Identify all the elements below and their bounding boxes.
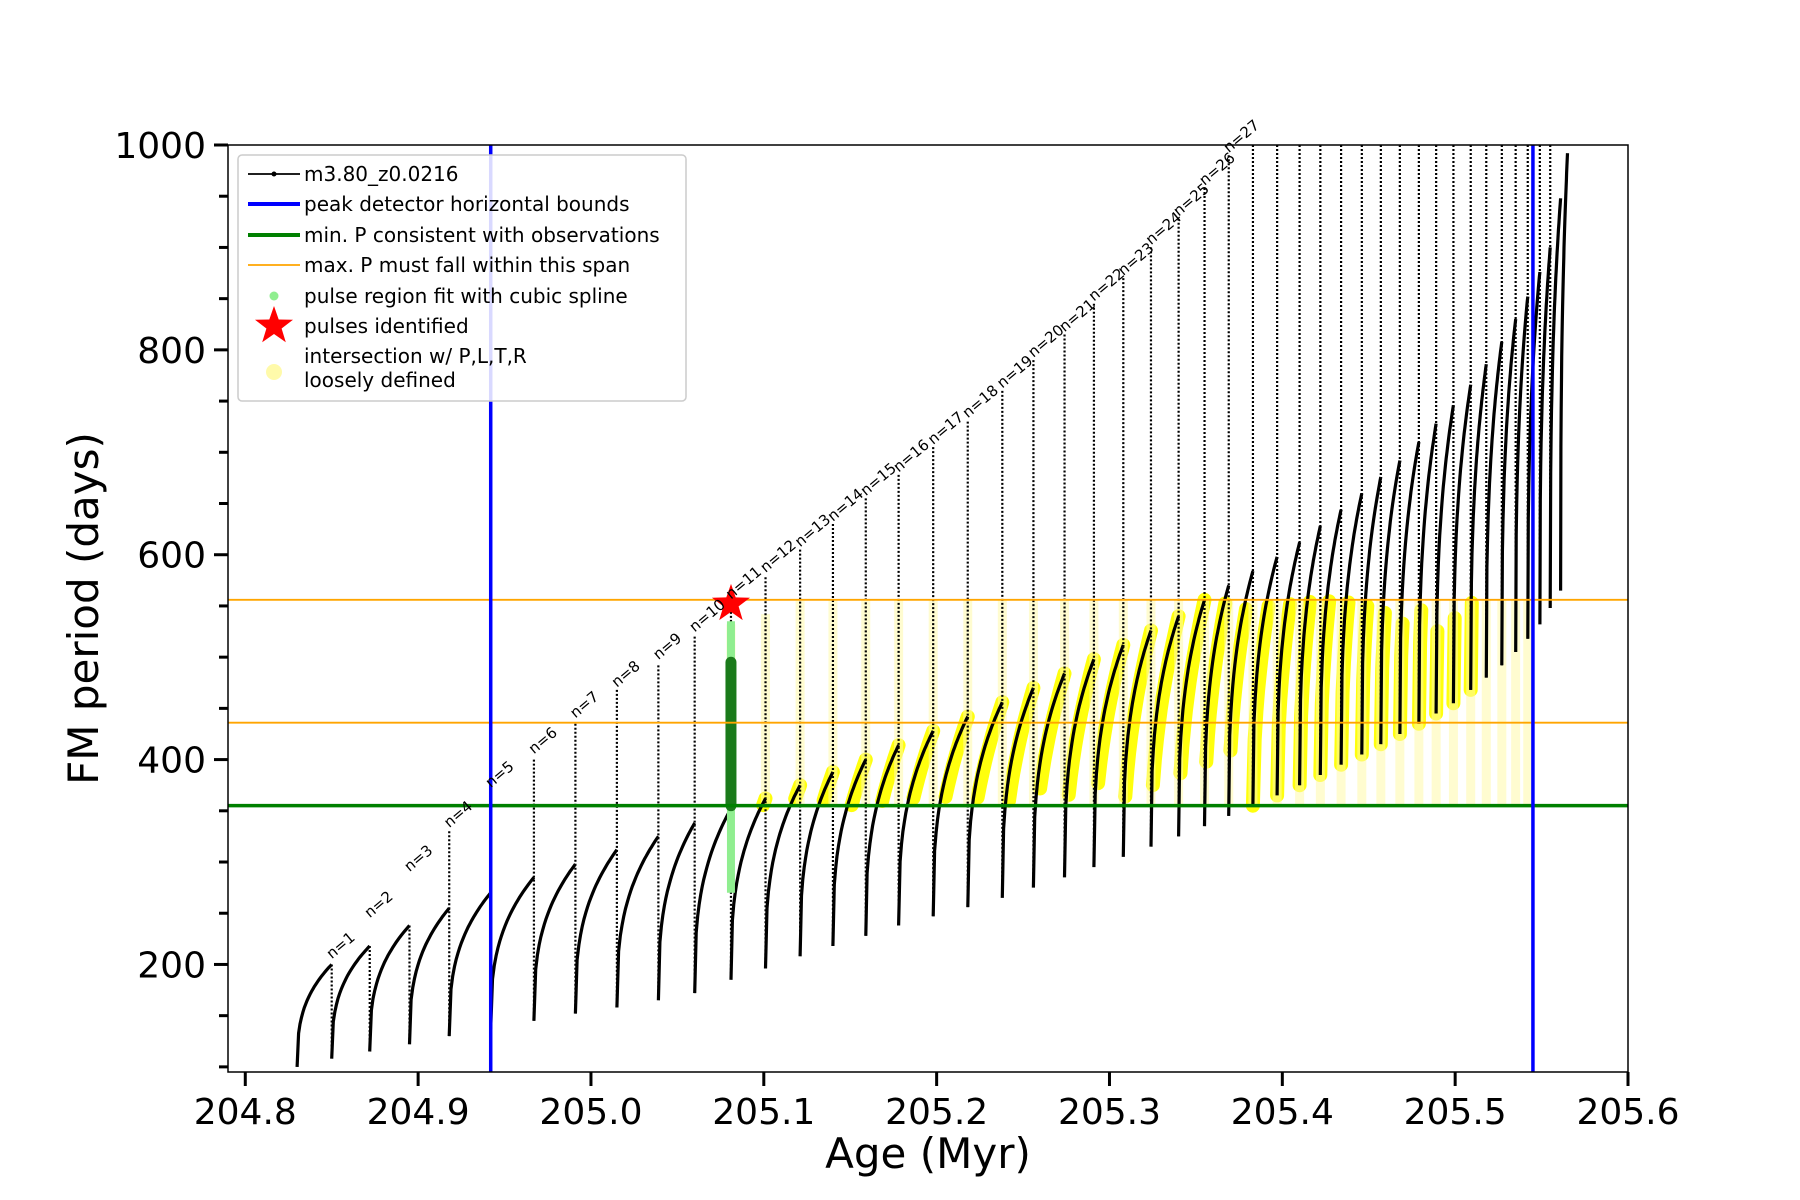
x-tick-label: 205.1: [712, 1092, 815, 1133]
x-tick-label: 204.8: [194, 1092, 297, 1133]
x-tick-label: 205.5: [1404, 1092, 1507, 1133]
period-segment: [693, 808, 733, 994]
x-tick-label: 205.6: [1576, 1092, 1679, 1133]
x-tick-label: 204.9: [367, 1092, 470, 1133]
period-segment: [897, 730, 935, 926]
pulse-label: n=16: [890, 436, 933, 476]
period-segment: [1062, 658, 1096, 878]
loosely-defined-band: [1199, 596, 1233, 769]
star-icon: [711, 583, 750, 621]
legend-label: peak detector horizontal bounds: [304, 192, 630, 216]
period-segment: [330, 944, 371, 1059]
period-segment: [763, 784, 802, 969]
period-segment: [1177, 599, 1207, 837]
legend-label: pulses identified: [304, 314, 469, 338]
period-segment: [615, 835, 660, 1008]
period-segment: [1548, 198, 1563, 609]
y-tick-label: 600: [137, 536, 206, 577]
period-segment: [966, 701, 1004, 908]
y-tick-label: 200: [137, 945, 206, 986]
y-tick-label: 1000: [114, 126, 206, 167]
period-segment: [1514, 296, 1530, 653]
pulse-label: n=1: [323, 928, 359, 962]
legend-label: m3.80_z0.0216: [304, 162, 459, 186]
period-segment: [1379, 460, 1402, 745]
period-segment: [295, 963, 333, 1067]
period-segment: [1121, 629, 1153, 857]
axes: 204.8 204.9 205.0 205.1 205.2 205.3 205.4 205.5…: [114, 126, 1679, 1133]
plot-frame: [227, 144, 1629, 1073]
period-segment: [864, 744, 901, 936]
period-segment: [1318, 509, 1343, 776]
pulse-label: n=5: [482, 757, 518, 791]
period-segment: [1360, 476, 1383, 755]
pulse-label: n=3: [400, 841, 436, 875]
period-segment: [931, 715, 970, 917]
legend-box: [237, 154, 687, 402]
period-segment: [489, 876, 536, 1030]
legend-label: pulse region fit with cubic spline: [304, 284, 628, 308]
pulse-label: n=21: [1056, 295, 1099, 335]
period-segment: [1559, 153, 1570, 591]
legend-label: max. P must fall within this span: [304, 253, 630, 277]
period-segment: [1298, 525, 1322, 786]
legend-label: min. P consistent with observations: [304, 223, 660, 247]
legend-handle: [269, 291, 279, 301]
period-segment: [1484, 341, 1504, 678]
legend-handle-dot: [271, 171, 277, 177]
pulse-label: n=9: [649, 629, 685, 663]
period-segment: [1031, 672, 1066, 888]
star-icon: [255, 306, 293, 343]
period-segment: [1339, 492, 1364, 765]
period-curve: [295, 145, 1570, 1067]
period-segment: [1538, 247, 1552, 625]
x-tick-label: 205.2: [885, 1092, 988, 1133]
legend-handle: [266, 364, 282, 380]
pulse-label: n=2: [361, 887, 397, 921]
period-segment: [729, 797, 767, 980]
legend-label-line2: loosely defined: [304, 368, 456, 392]
x-axis-label: Age (Myr): [825, 1129, 1031, 1178]
legend-label: intersection w/ P,L,T,R: [304, 344, 527, 368]
x-tick-label: 205.4: [1231, 1092, 1334, 1133]
period-segment: [1469, 363, 1488, 690]
pulse-label: n=11: [722, 563, 765, 603]
pulse-label: n=7: [566, 688, 602, 722]
period-segment: [1417, 423, 1438, 724]
period-segment: [1000, 687, 1035, 898]
period-segment: [1500, 318, 1518, 666]
pulse-label: n=19: [993, 352, 1036, 392]
period-segment: [1451, 384, 1473, 704]
period-segment: [1092, 644, 1125, 868]
period-segment: [798, 771, 835, 957]
period-segment: [573, 848, 619, 1014]
pulse-label: n=18: [959, 381, 1002, 421]
pulse-label: n=4: [440, 797, 476, 831]
identified-pulse: [711, 583, 750, 621]
y-tick-label: 800: [137, 331, 206, 372]
pulse-label: n=27: [1220, 116, 1263, 156]
pulse-label: n=8: [608, 657, 644, 691]
pulse-label: n=6: [525, 723, 561, 757]
period-segment: [656, 822, 697, 1001]
period-segment: [1434, 404, 1455, 714]
period-segment: [447, 891, 492, 1037]
period-segment: [1398, 441, 1421, 735]
period-segment: [831, 758, 868, 947]
period-segment: [368, 924, 411, 1052]
period-segment: [1227, 570, 1255, 816]
y-axis-label: FM period (days): [59, 432, 108, 785]
period-segment: [1275, 542, 1302, 796]
x-tick-label: 205.0: [539, 1092, 642, 1133]
pulse-label: n=12: [757, 536, 800, 576]
loosely-defined-points: [726, 592, 1533, 813]
y-tick-label: 400: [137, 741, 206, 782]
pulse-label: n=17: [924, 408, 967, 448]
period-segment: [407, 907, 451, 1045]
period-segment: [532, 863, 577, 1021]
period-segment: [1251, 556, 1279, 806]
x-tick-label: 205.3: [1058, 1092, 1161, 1133]
